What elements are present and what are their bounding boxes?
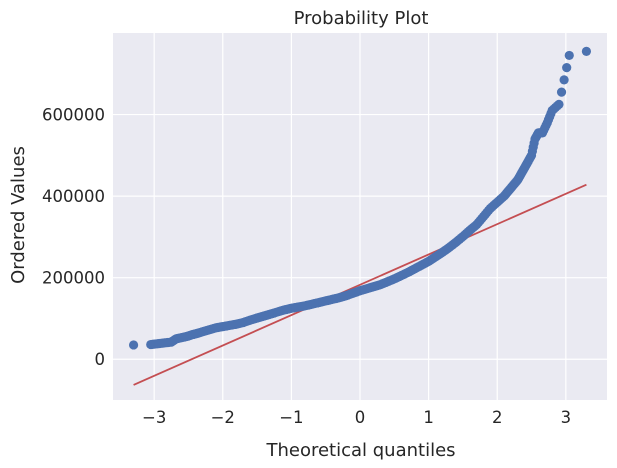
y-axis-ticks: 0 200000 400000 600000: [42, 106, 105, 370]
data-point: [554, 99, 564, 109]
y-tick-label: 600000: [42, 106, 105, 125]
gridlines: [113, 33, 607, 400]
x-tick-label: 2: [492, 408, 503, 427]
fit-line-layer: [133, 183, 587, 386]
chart-title: Probability Plot: [294, 8, 429, 29]
data-points: [128, 46, 592, 350]
data-point: [556, 87, 567, 97]
x-tick-label: 0: [355, 408, 366, 427]
data-point: [564, 50, 574, 61]
data-point: [581, 46, 592, 56]
y-axis-label: Ordered Values: [8, 146, 29, 284]
x-tick-label: 3: [561, 408, 572, 427]
fit-line: [133, 183, 587, 386]
x-tick-label: −3: [142, 408, 166, 427]
x-tick-label: 1: [423, 408, 434, 427]
data-point: [559, 75, 569, 85]
data-point: [562, 63, 572, 73]
y-tick-label: 200000: [42, 269, 105, 288]
x-axis-ticks: −3 −2 −1 0 1 2 3: [142, 408, 571, 427]
y-tick-label: 0: [95, 350, 106, 369]
data-point: [128, 340, 139, 350]
x-tick-label: −1: [279, 408, 303, 427]
x-tick-label: −2: [211, 408, 235, 427]
y-tick-label: 400000: [42, 187, 105, 206]
x-axis-label: Theoretical quantiles: [265, 440, 455, 461]
